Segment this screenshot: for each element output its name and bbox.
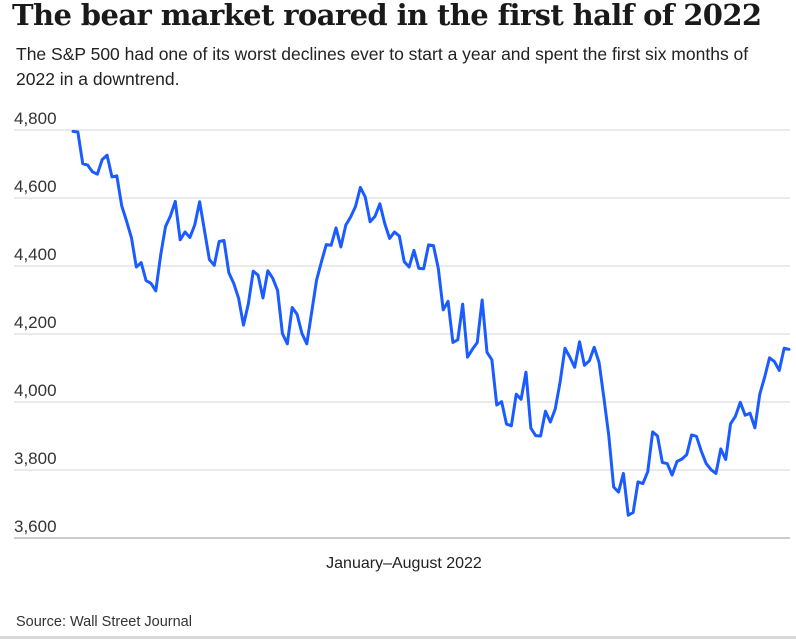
- y-tick-label: 4,800: [14, 109, 57, 128]
- line-chart: 4,800 4,600 4,400 4,200 4,000 3,800 3,600 Janu…: [14, 109, 791, 572]
- y-axis-ticks: 4,800 4,600 4,400 4,200 4,000 3,800 3,600: [14, 109, 57, 536]
- y-tick-label: 3,600: [14, 517, 57, 536]
- chart-subtitle: The S&P 500 had one of its worst decline…: [16, 44, 749, 89]
- series-layer: [71, 129, 791, 517]
- y-tick-label: 3,800: [14, 449, 57, 468]
- y-tick-label: 4,200: [14, 313, 57, 332]
- y-tick-label: 4,000: [14, 381, 57, 400]
- series-line: [71, 129, 791, 517]
- gridlines: [14, 129, 790, 539]
- y-tick-label: 4,600: [14, 177, 57, 196]
- chart-title: The bear market roared in the first half…: [12, 0, 762, 32]
- bottom-divider: [0, 636, 796, 639]
- source-note: Source: Wall Street Journal: [16, 614, 192, 630]
- y-tick-label: 4,400: [14, 245, 57, 264]
- x-axis-label: January–August 2022: [326, 555, 482, 572]
